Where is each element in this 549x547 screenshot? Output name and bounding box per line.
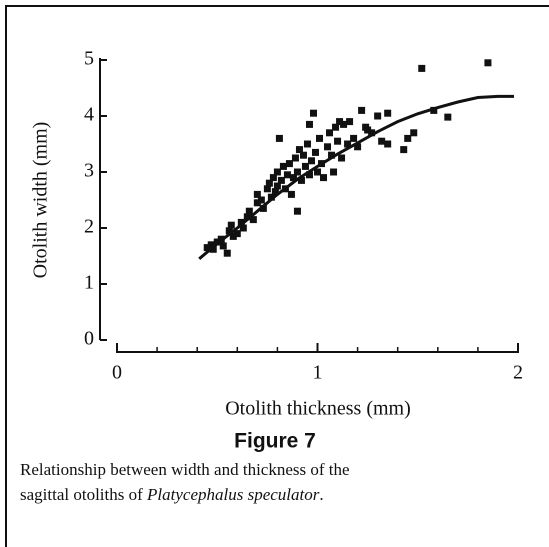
fit-line [198, 94, 514, 260]
point [305, 171, 313, 179]
point [410, 129, 418, 137]
point [243, 213, 251, 221]
point [297, 176, 305, 184]
caption-line: Relationship between width and thickness… [20, 460, 350, 479]
point [225, 227, 233, 235]
point [324, 143, 332, 151]
point [219, 242, 227, 250]
point [239, 224, 247, 232]
point [279, 162, 287, 170]
point [368, 129, 376, 137]
point [249, 216, 257, 224]
point [293, 207, 301, 215]
point [301, 162, 309, 170]
point [314, 168, 321, 176]
point [418, 64, 426, 72]
point [209, 245, 217, 253]
point [269, 174, 277, 182]
point [289, 174, 297, 182]
y-tick-label: 5 [84, 48, 94, 70]
frame [5, 5, 549, 547]
point [285, 160, 293, 168]
x-tick-label: 2 [513, 362, 523, 384]
species-name: Platycephalus speculator [146, 485, 320, 504]
y-tick-label: 3 [84, 160, 94, 182]
caption-end: . [319, 485, 323, 504]
y-axis-label: Otolith width (mm) [30, 122, 52, 279]
point [338, 154, 346, 162]
point [295, 146, 303, 154]
point [384, 109, 392, 117]
point [257, 196, 265, 204]
point [245, 207, 253, 215]
point [303, 140, 311, 148]
point [358, 106, 366, 114]
point [207, 241, 215, 249]
x-tick-label: 1 [313, 362, 323, 384]
point [336, 118, 344, 126]
point [311, 148, 319, 156]
point [299, 151, 307, 159]
point [291, 154, 299, 162]
point [253, 199, 261, 207]
point [229, 232, 237, 240]
point [332, 123, 340, 131]
point [203, 244, 211, 252]
point [484, 59, 492, 67]
point [364, 126, 372, 134]
point [378, 137, 386, 145]
point [309, 109, 317, 117]
point [275, 134, 283, 142]
point [400, 146, 408, 154]
caption-line: sagittal otoliths of Platycephalus specu… [20, 485, 324, 504]
point [265, 179, 273, 187]
point [404, 134, 412, 142]
point [293, 168, 301, 176]
point [384, 140, 392, 148]
point [316, 134, 324, 142]
point [346, 118, 354, 126]
y-tick-label: 0 [84, 328, 94, 350]
point [320, 174, 328, 182]
x-tick-label: 0 [112, 362, 122, 384]
point [237, 218, 245, 226]
point [259, 204, 267, 212]
point [374, 112, 382, 120]
point [283, 171, 291, 179]
point [340, 120, 348, 128]
point [267, 193, 275, 201]
caption-text: sagittal otoliths of [20, 485, 143, 504]
point [271, 188, 279, 196]
x-axis-label: Otolith thickness (mm) [225, 398, 411, 420]
figure-label: Figure 7 [234, 430, 316, 453]
point [354, 143, 362, 151]
point [277, 176, 285, 184]
point [326, 129, 334, 137]
point [350, 134, 358, 142]
point [263, 185, 271, 193]
point [233, 230, 241, 238]
point [223, 249, 231, 257]
y-tick-label: 4 [84, 104, 94, 126]
point [273, 168, 281, 176]
point [444, 113, 452, 121]
point [344, 140, 352, 148]
point [227, 221, 235, 229]
point [307, 157, 315, 165]
y-tick-label: 2 [84, 216, 94, 238]
point [305, 120, 313, 128]
point [328, 151, 336, 159]
point [330, 168, 338, 176]
point [253, 190, 261, 198]
y-tick-label: 1 [84, 272, 94, 294]
point [334, 137, 342, 145]
point [287, 190, 295, 198]
point [273, 182, 281, 190]
